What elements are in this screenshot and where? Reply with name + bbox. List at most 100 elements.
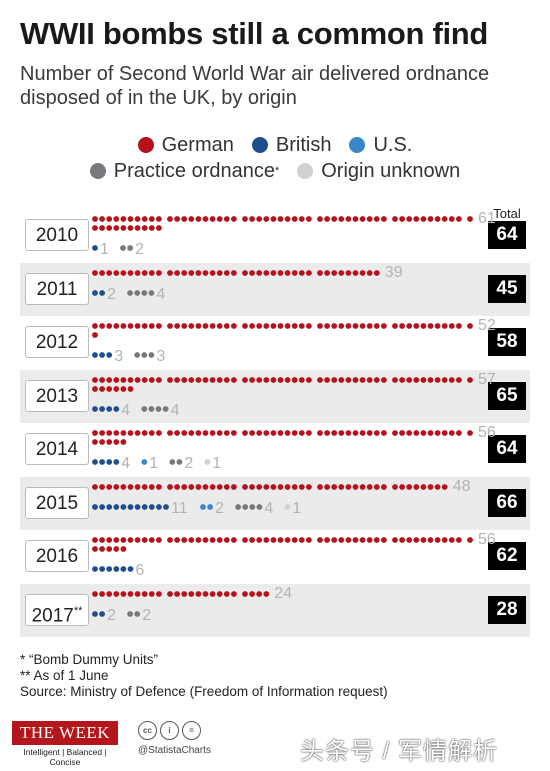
dot-german bbox=[92, 216, 98, 222]
dot-british bbox=[99, 459, 105, 465]
legend-label-german: German bbox=[161, 133, 234, 156]
dot-german bbox=[448, 537, 455, 543]
row-2015: 2015 66 48 11 2 4 1 bbox=[20, 476, 530, 530]
value-label-practice-ordnance: 4 bbox=[171, 402, 180, 419]
year-text: 2012 bbox=[35, 332, 79, 353]
year-text: 2013 bbox=[35, 385, 79, 407]
dot-german bbox=[195, 590, 202, 597]
dot-german bbox=[148, 590, 155, 597]
dot-german bbox=[317, 376, 323, 383]
dot-german bbox=[448, 216, 455, 222]
dot-german bbox=[284, 216, 291, 222]
year-label-2017: 2017** bbox=[25, 593, 89, 626]
dot-german bbox=[413, 323, 420, 329]
dot-german bbox=[202, 216, 209, 222]
dot-german bbox=[427, 483, 434, 490]
dot-plot-2016: 56 6 bbox=[92, 531, 496, 579]
dot-german bbox=[359, 430, 366, 436]
year-text: 2014 bbox=[35, 439, 79, 460]
dot-german bbox=[127, 430, 134, 436]
dot-german bbox=[156, 216, 162, 222]
dot-german bbox=[174, 269, 181, 276]
value-label-british: 2 bbox=[107, 286, 116, 303]
dot-german bbox=[324, 430, 330, 436]
dot-practice-ordnance bbox=[169, 459, 176, 465]
dot-british bbox=[106, 352, 113, 358]
dot-british bbox=[99, 503, 105, 510]
dot-german bbox=[242, 590, 248, 597]
dot-german bbox=[106, 269, 113, 276]
dot-british bbox=[113, 566, 120, 572]
dot-british bbox=[99, 289, 105, 296]
dot-german bbox=[120, 537, 127, 543]
dot-german bbox=[167, 269, 173, 276]
dot-german bbox=[331, 323, 338, 329]
dot-practice-ordnance bbox=[242, 503, 249, 510]
dot-german bbox=[359, 376, 366, 383]
dot-german bbox=[427, 430, 434, 436]
footnote-bomb-dummy-units: * “Bomb Dummy Units” bbox=[20, 652, 159, 667]
dot-german bbox=[373, 483, 380, 490]
legend-dot-us bbox=[349, 137, 366, 153]
dot-practice-ordnance bbox=[176, 459, 183, 465]
dot-plot-2013: 57 4 4 bbox=[92, 371, 496, 419]
dot-german bbox=[134, 225, 141, 231]
dot-german bbox=[92, 332, 98, 338]
dot-german bbox=[141, 590, 148, 597]
dot-plot-2012: 52 3 3 bbox=[92, 317, 496, 365]
dot-german bbox=[306, 269, 312, 276]
dot-german bbox=[156, 323, 162, 329]
dot-german bbox=[366, 483, 373, 490]
dot-practice-ordnance bbox=[235, 503, 242, 510]
dot-german bbox=[338, 430, 345, 436]
dot-german bbox=[306, 430, 312, 436]
dot-german bbox=[298, 216, 305, 222]
dot-german bbox=[188, 376, 195, 383]
dot-german bbox=[434, 376, 441, 383]
dot-german bbox=[298, 430, 305, 436]
the-week-tagline: Intelligent | Balanced | Concise bbox=[23, 747, 107, 767]
dot-german bbox=[195, 269, 202, 276]
dot-german bbox=[277, 430, 284, 436]
dot-german bbox=[242, 269, 248, 276]
dot-german bbox=[141, 537, 148, 543]
dot-british bbox=[106, 405, 113, 412]
dot-german bbox=[134, 269, 141, 276]
year-label-2014: 2014 bbox=[25, 433, 89, 465]
dot-german bbox=[148, 376, 155, 383]
dot-german bbox=[216, 590, 223, 597]
dot-german bbox=[392, 483, 398, 490]
dot-german bbox=[298, 376, 305, 383]
dot-german bbox=[277, 537, 284, 543]
legend-item-us: U.S. bbox=[349, 134, 412, 157]
dot-german bbox=[216, 376, 223, 383]
dot-u-s bbox=[200, 503, 206, 510]
dot-german bbox=[113, 590, 120, 597]
dot-german bbox=[359, 216, 366, 222]
dot-origin-unknown bbox=[204, 459, 211, 465]
dot-u-s bbox=[141, 459, 148, 465]
dot-german bbox=[413, 376, 420, 383]
dot-german bbox=[106, 483, 113, 490]
dot-german bbox=[134, 430, 141, 436]
dot-german bbox=[345, 537, 352, 543]
dot-german bbox=[181, 430, 188, 436]
dot-german bbox=[456, 323, 462, 329]
dot-german bbox=[141, 323, 148, 329]
dot-german bbox=[263, 430, 270, 436]
dot-german bbox=[223, 537, 230, 543]
value-label-british: 3 bbox=[114, 348, 123, 365]
dot-german bbox=[174, 590, 181, 597]
dot-german bbox=[242, 216, 248, 222]
dot-german bbox=[120, 590, 127, 597]
dot-german bbox=[202, 323, 209, 329]
dot-german bbox=[106, 323, 113, 329]
dot-german bbox=[195, 216, 202, 222]
year-text: 2016 bbox=[35, 546, 79, 567]
dot-german bbox=[148, 483, 155, 490]
dot-german bbox=[181, 216, 188, 222]
dot-german bbox=[317, 269, 323, 276]
total-column-header: Total bbox=[493, 206, 521, 221]
dot-german bbox=[427, 537, 434, 543]
dot-german bbox=[270, 537, 277, 543]
